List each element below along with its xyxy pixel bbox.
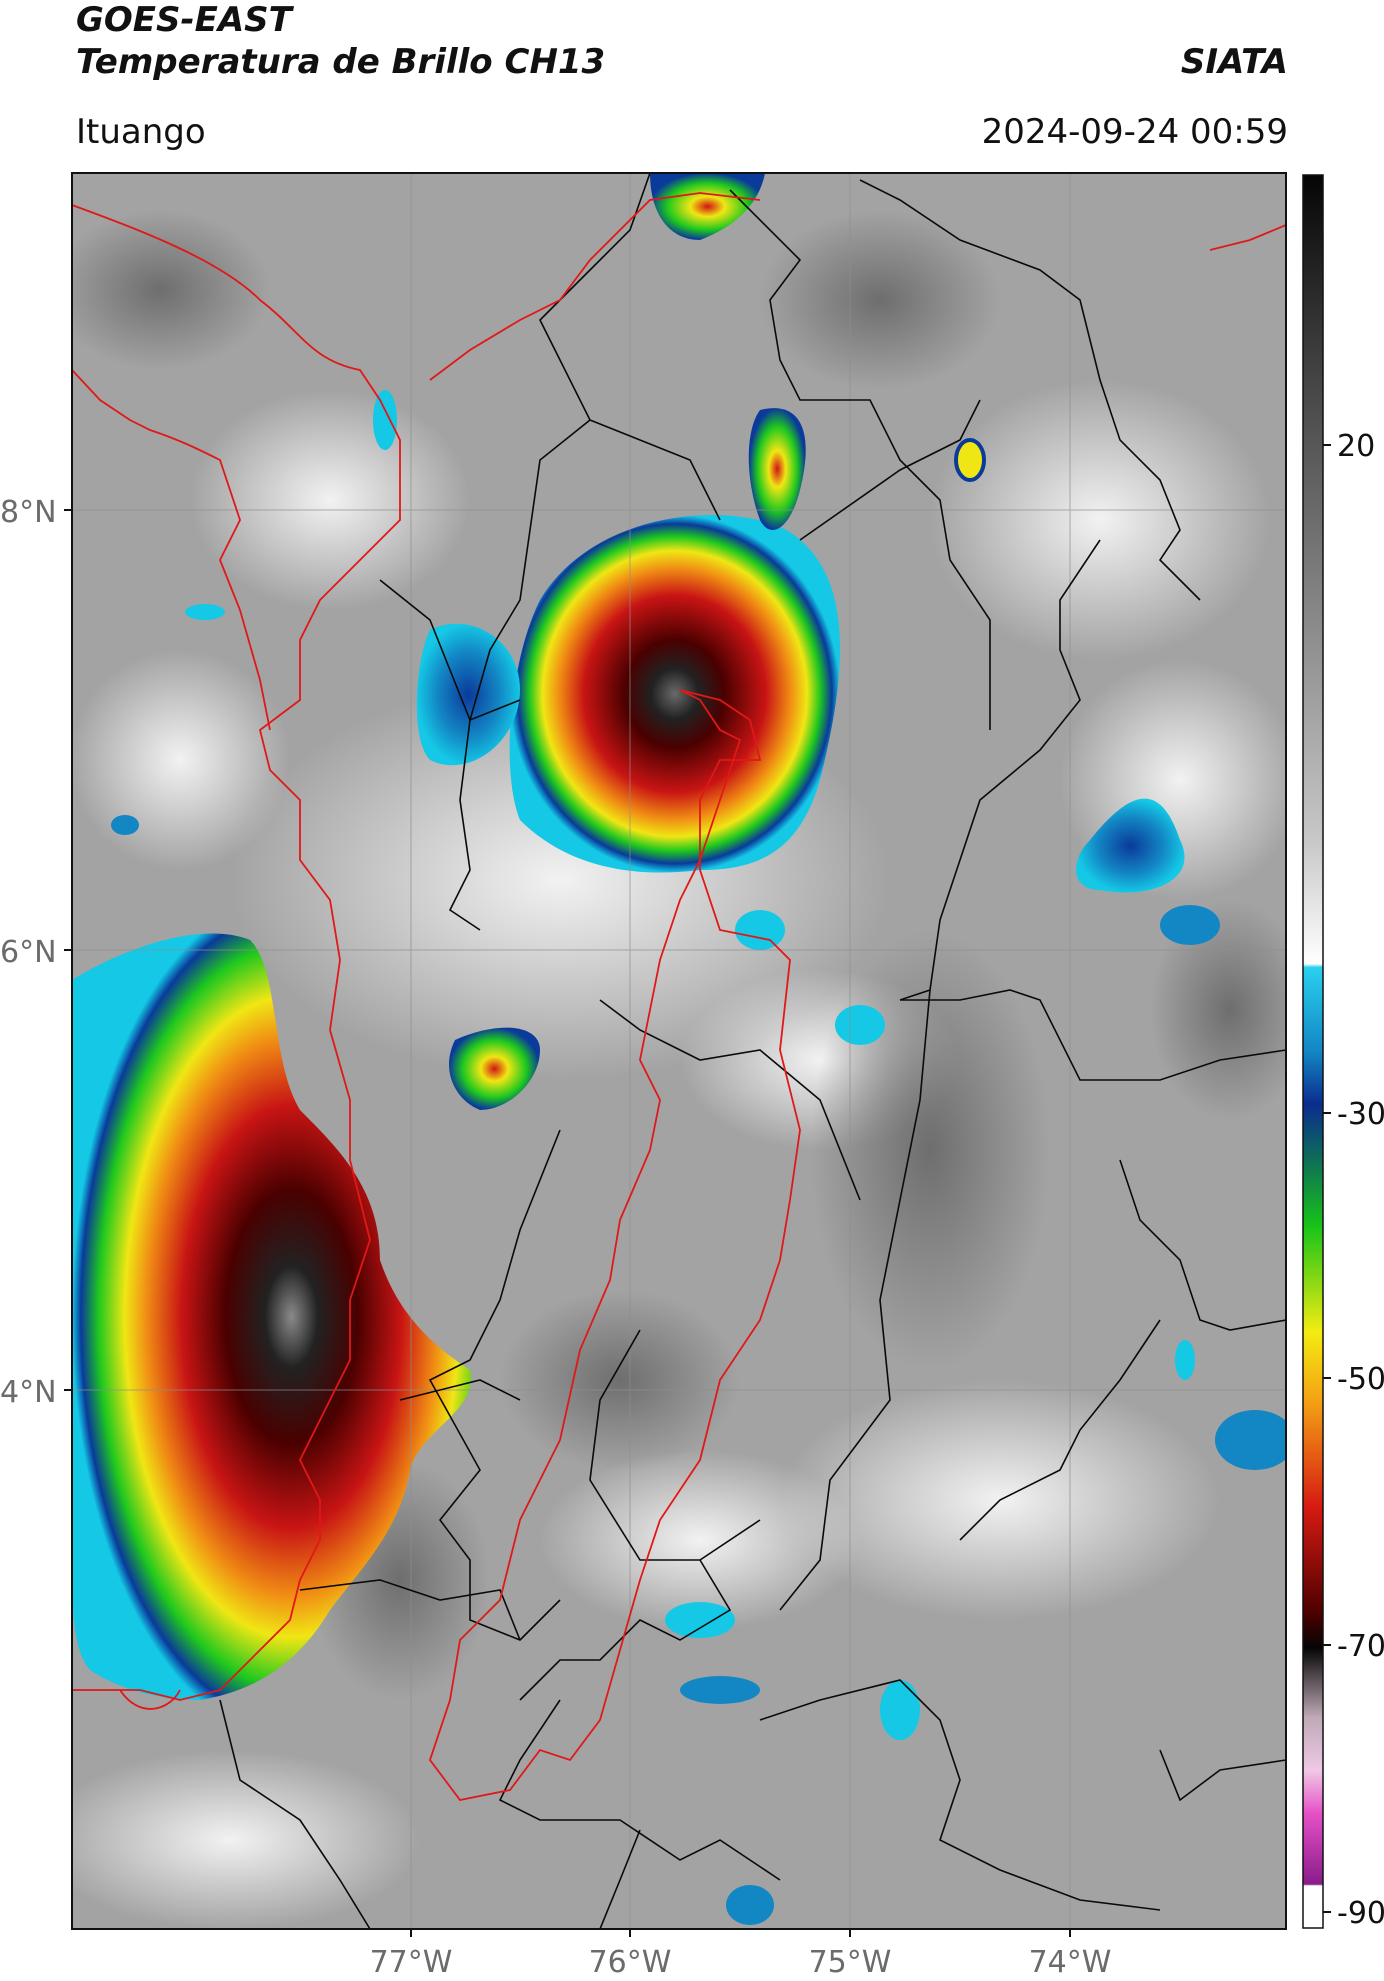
axis-ticks	[64, 509, 1071, 1937]
colorbar-scale	[1302, 174, 1324, 1929]
red-boundaries	[72, 192, 1286, 1801]
colorbar-tick-minus90: -90	[1337, 1896, 1384, 1931]
colorbar-tick-minus30: -30	[1337, 1097, 1384, 1132]
satellite-image	[72, 173, 1286, 1929]
product-title: Temperatura de Brillo CH13	[76, 42, 606, 82]
lon-label-76w: 76°W	[589, 1945, 672, 1980]
colorbar-tick-minus50: -50	[1337, 1362, 1384, 1397]
colorbar: 20 -30 -50 -70 -90	[1302, 174, 1384, 1931]
region-label: Ituango	[76, 112, 206, 152]
colorbar-tick-minus70: -70	[1337, 1629, 1384, 1664]
graticule	[72, 173, 1286, 1929]
lon-label-74w: 74°W	[1029, 1945, 1112, 1980]
lon-label-77w: 77°W	[370, 1945, 453, 1980]
lat-label-4n: 4°N	[0, 1375, 57, 1410]
timestamp-label: 2024-09-24 00:59	[981, 112, 1288, 152]
map-frame	[71, 172, 1287, 1930]
lat-label-8n: 8°N	[0, 495, 57, 530]
satellite-title: GOES-EAST	[76, 0, 292, 40]
lat-label-6n: 6°N	[0, 935, 57, 970]
lon-label-75w: 75°W	[809, 1945, 892, 1980]
colorbar-tick-20: 20	[1337, 429, 1375, 464]
agency-label: SIATA	[1180, 42, 1288, 82]
department-boundaries	[219, 173, 1286, 1929]
